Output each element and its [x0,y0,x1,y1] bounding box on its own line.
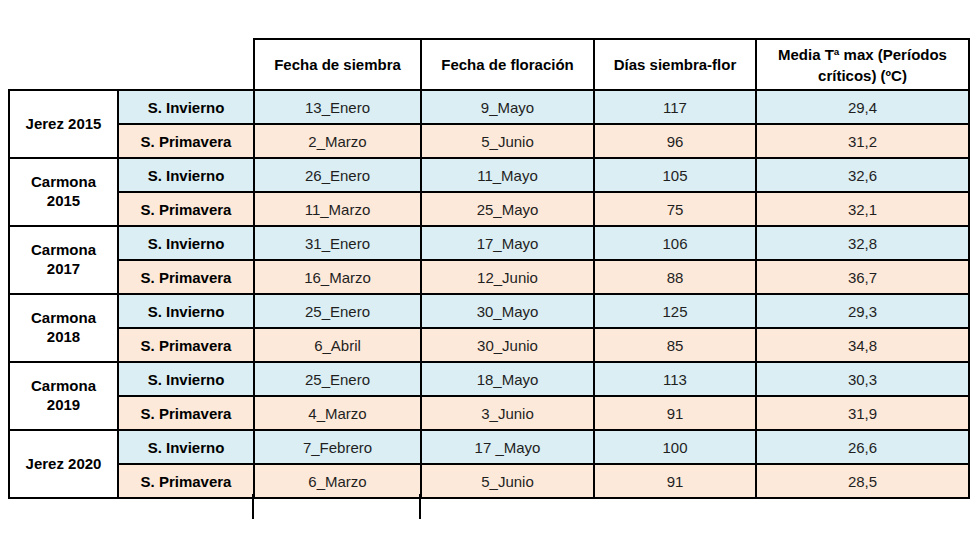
cell-fecha-siembra: 4_Marzo [254,396,421,430]
cell-dias-siembra-flor: 125 [594,294,756,328]
cell-fecha-siembra: 13_Enero [254,90,421,124]
cell-dias-siembra-flor: 117 [594,90,756,124]
header-row: Fecha de siembra Fecha de floración Días… [9,39,969,90]
cell-dias-siembra-flor: 106 [594,226,756,260]
table-row-primavera: S. Primavera6_Marzo5_Junio9128,5 [9,464,969,498]
season-label: S. Invierno [118,362,254,396]
cell-media-t-max: 32,1 [756,192,969,226]
cell-fecha-floracion: 30_Mayo [421,294,594,328]
season-label: S. Primavera [118,328,254,362]
season-label: S. Primavera [118,192,254,226]
season-label: S. Invierno [118,90,254,124]
cell-media-t-max: 30,3 [756,362,969,396]
cell-fecha-floracion: 5_Junio [421,464,594,498]
cell-fecha-floracion: 18_Mayo [421,362,594,396]
cell-fecha-siembra: 6_Abril [254,328,421,362]
cell-fecha-siembra: 11_Marzo [254,192,421,226]
cell-media-t-max: 32,8 [756,226,969,260]
column-border-stub-left [252,494,254,519]
cell-dias-siembra-flor: 85 [594,328,756,362]
column-border-stub-right [419,494,421,519]
cell-dias-siembra-flor: 113 [594,362,756,396]
row-group-label: Jerez 2015 [9,90,118,158]
cell-fecha-floracion: 17 _Mayo [421,430,594,464]
row-group-label: Carmona2018 [9,294,118,362]
cell-dias-siembra-flor: 96 [594,124,756,158]
row-group-label: Jerez 2020 [9,430,118,498]
season-label: S. Invierno [118,158,254,192]
cell-media-t-max: 36,7 [756,260,969,294]
season-label: S. Primavera [118,124,254,158]
cell-fecha-floracion: 11_Mayo [421,158,594,192]
cell-fecha-floracion: 9_Mayo [421,90,594,124]
cell-dias-siembra-flor: 91 [594,464,756,498]
cell-media-t-max: 31,2 [756,124,969,158]
cell-media-t-max: 29,4 [756,90,969,124]
cell-dias-siembra-flor: 105 [594,158,756,192]
cell-dias-siembra-flor: 88 [594,260,756,294]
season-label: S. Primavera [118,260,254,294]
cell-fecha-siembra: 16_Marzo [254,260,421,294]
cell-media-t-max: 29,3 [756,294,969,328]
table-figure: Fecha de siembra Fecha de floración Días… [0,0,980,560]
row-group-label: Carmona2017 [9,226,118,294]
table-row-invierno: Jerez 2015S. Invierno13_Enero9_Mayo11729… [9,90,969,124]
table-row-primavera: S. Primavera4_Marzo3_Junio9131,9 [9,396,969,430]
header-blank-cell [9,39,254,90]
season-label: S. Invierno [118,430,254,464]
table-row-primavera: S. Primavera6_Abril30_Junio8534,8 [9,328,969,362]
table-row-invierno: Carmona2018S. Invierno25_Enero30_Mayo125… [9,294,969,328]
cell-media-t-max: 28,5 [756,464,969,498]
table-row-invierno: Carmona2019S. Invierno25_Enero18_Mayo113… [9,362,969,396]
season-label: S. Invierno [118,294,254,328]
sowing-flowering-table: Fecha de siembra Fecha de floración Días… [8,38,970,499]
header-media-t-max: Media Tª max (Períodos críticos) (ºC) [756,39,969,90]
cell-media-t-max: 32,6 [756,158,969,192]
cell-fecha-floracion: 17_Mayo [421,226,594,260]
cell-dias-siembra-flor: 100 [594,430,756,464]
cell-fecha-floracion: 12_Junio [421,260,594,294]
table-row-primavera: S. Primavera11_Marzo25_Mayo7532,1 [9,192,969,226]
cell-fecha-floracion: 30_Junio [421,328,594,362]
header-fecha-floracion: Fecha de floración [421,39,594,90]
cell-media-t-max: 26,6 [756,430,969,464]
cell-dias-siembra-flor: 91 [594,396,756,430]
cell-fecha-siembra: 6_Marzo [254,464,421,498]
cell-fecha-floracion: 3_Junio [421,396,594,430]
table-row-invierno: Jerez 2020S. Invierno7_Febrero17 _Mayo10… [9,430,969,464]
season-label: S. Invierno [118,226,254,260]
row-group-label: Carmona2015 [9,158,118,226]
table-row-invierno: Carmona2015S. Invierno26_Enero11_Mayo105… [9,158,969,192]
cell-fecha-siembra: 25_Enero [254,294,421,328]
season-label: S. Primavera [118,464,254,498]
season-label: S. Primavera [118,396,254,430]
cell-media-t-max: 31,9 [756,396,969,430]
cell-fecha-siembra: 31_Enero [254,226,421,260]
cell-fecha-floracion: 5_Junio [421,124,594,158]
cell-dias-siembra-flor: 75 [594,192,756,226]
cell-fecha-siembra: 7_Febrero [254,430,421,464]
header-dias-siembra-flor: Días siembra-flor [594,39,756,90]
cell-fecha-floracion: 25_Mayo [421,192,594,226]
table-row-primavera: S. Primavera16_Marzo12_Junio8836,7 [9,260,969,294]
row-group-label: Carmona2019 [9,362,118,430]
cell-media-t-max: 34,8 [756,328,969,362]
cell-fecha-siembra: 26_Enero [254,158,421,192]
cell-fecha-siembra: 25_Enero [254,362,421,396]
table-row-primavera: S. Primavera2_Marzo5_Junio9631,2 [9,124,969,158]
table-row-invierno: Carmona2017S. Invierno31_Enero17_Mayo106… [9,226,969,260]
cell-fecha-siembra: 2_Marzo [254,124,421,158]
header-fecha-siembra: Fecha de siembra [254,39,421,90]
